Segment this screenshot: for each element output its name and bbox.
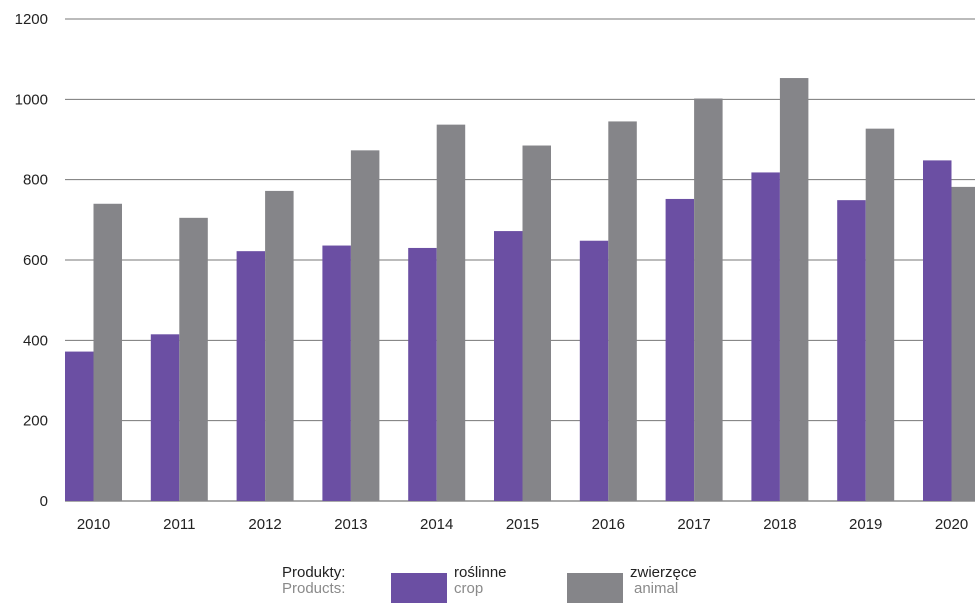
x-tick-label: 2017 [677, 516, 710, 533]
legend-label-animal-pl: zwierzęce [630, 564, 697, 581]
x-tick-label: 2013 [334, 516, 367, 533]
y-tick-label: 0 [40, 493, 48, 510]
y-tick-label: 600 [23, 252, 48, 269]
bar-crop [322, 245, 351, 501]
legend-label-crop-en: crop [454, 580, 484, 597]
bar-crop [923, 160, 952, 502]
x-tick-label: 2019 [849, 516, 882, 533]
legend: Produkty: Products: roślinne crop zwierz… [0, 565, 975, 603]
bar-crop [65, 351, 94, 501]
legend-label-crop: roślinne crop [454, 565, 507, 597]
bar-animal [436, 124, 466, 501]
y-tick-label: 200 [23, 413, 48, 430]
legend-swatch-crop [391, 573, 447, 603]
y-axis-ticks: 0 200 400 600 800 1000 1200 [15, 11, 48, 510]
legend-label-animal: zwierzęce animal [630, 565, 697, 597]
x-tick-label: 2016 [592, 516, 625, 533]
x-tick-label: 2010 [77, 516, 110, 533]
bar-crop [408, 247, 437, 501]
x-tick-label: 2018 [763, 516, 796, 533]
bars [65, 78, 975, 502]
legend-swatch-animal [567, 573, 623, 603]
bar-animal [608, 121, 637, 502]
legend-title-pl: Produkty: [282, 564, 346, 581]
y-tick-label: 400 [23, 332, 48, 349]
legend-label-crop-pl: roślinne [454, 564, 507, 581]
x-axis-ticks: 2010 2011 2012 2013 2014 2015 2016 2017 2018 2019… [77, 516, 968, 533]
bar-animal [951, 186, 975, 501]
bar-animal [522, 145, 551, 501]
y-tick-label: 1000 [15, 91, 48, 108]
x-tick-label: 2020 [935, 516, 968, 533]
x-tick-label: 2014 [420, 516, 453, 533]
bar-crop [150, 334, 180, 501]
bar-animal [265, 190, 294, 501]
x-tick-label: 2012 [248, 516, 281, 533]
bar-crop [837, 200, 866, 501]
bar-animal [779, 78, 809, 502]
bar-animal [694, 98, 723, 501]
y-tick-label: 800 [23, 172, 48, 189]
bar-animal [179, 217, 208, 501]
bar-crop [236, 251, 266, 501]
bar-crop [494, 231, 523, 501]
bar-animal [350, 150, 380, 501]
legend-title-en: Products: [282, 580, 346, 597]
bar-animal [865, 128, 895, 501]
bar-crop [665, 198, 695, 502]
bar-crop [579, 240, 609, 501]
x-tick-label: 2011 [163, 516, 195, 533]
legend-label-animal-en: animal [634, 580, 679, 597]
x-tick-label: 2015 [506, 516, 539, 533]
y-tick-label: 1200 [15, 11, 48, 28]
bar-crop [751, 172, 780, 502]
legend-title: Produkty: Products: [282, 565, 345, 597]
bar-animal [93, 203, 122, 501]
